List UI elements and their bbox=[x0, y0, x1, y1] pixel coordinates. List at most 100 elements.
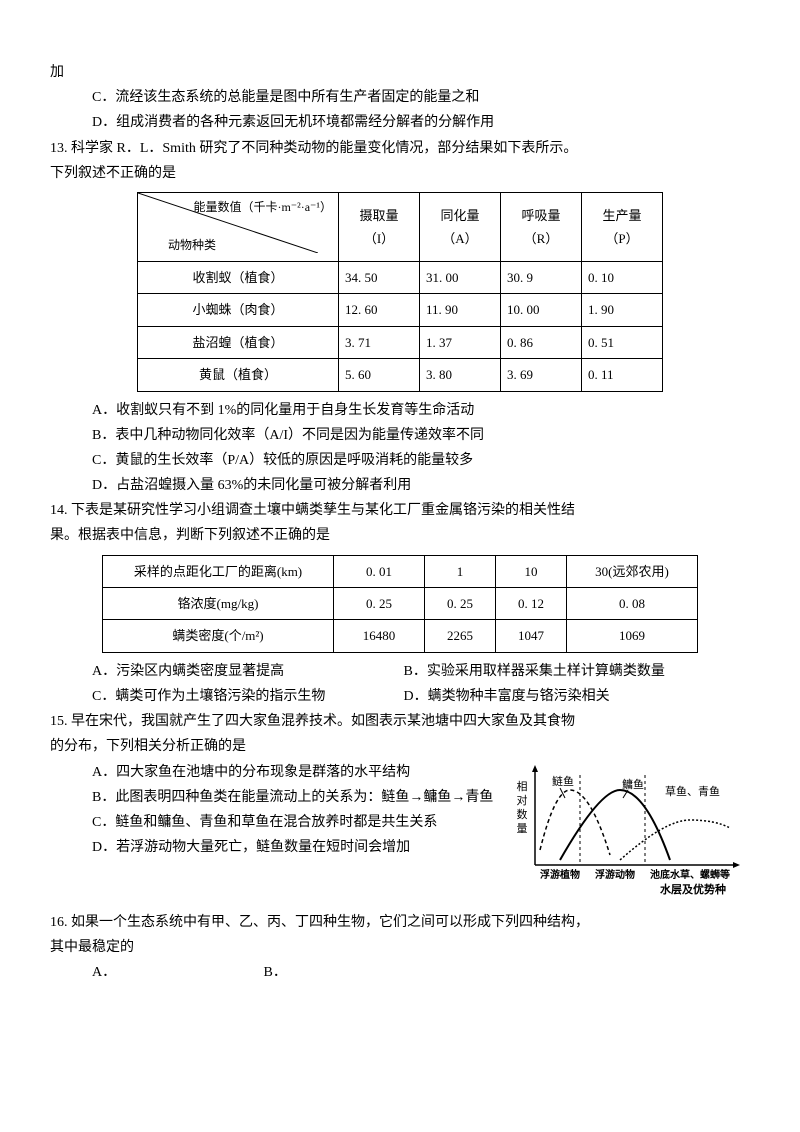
q15-stem-line2: 的分布，下列相关分析正确的是 bbox=[50, 734, 750, 759]
cell: 1. 37 bbox=[420, 326, 501, 358]
table-row: 盐沼蝗（植食） 3. 71 1. 37 0. 86 0. 51 bbox=[138, 326, 663, 358]
q13-col-2: 呼吸量 （R） bbox=[501, 192, 582, 261]
q13-option-c: C．黄鼠的生长效率（P/A）较低的原因是呼吸消耗的能量较多 bbox=[50, 448, 750, 473]
q15-chart: 相 对 数 量 鲢鱼 鳙鱼 草鱼、青鱼 浮游植物 浮游动物 池底水草、螺蛳等 水… bbox=[510, 760, 750, 910]
q14-stem-line2: 果。根据表中信息，判断下列叙述不正确的是 bbox=[50, 523, 750, 548]
table-row: 采样的点距化工厂的距离(km) 0. 01 1 10 30(远郊农用) bbox=[103, 555, 698, 587]
table-row: 铬浓度(mg/kg) 0. 25 0. 25 0. 12 0. 08 bbox=[103, 588, 698, 620]
q13-number: 13. bbox=[50, 141, 68, 156]
table-row: 黄鼠（植食） 5. 60 3. 80 3. 69 0. 11 bbox=[138, 359, 663, 391]
q13-col-0: 摄取量 （I） bbox=[339, 192, 420, 261]
table-row: 能量数值（千卡·m⁻²·a⁻¹） 动物种类 摄取量 （I） 同化量 （A） 呼吸… bbox=[138, 192, 663, 261]
q13-col-3: 生产量 （P） bbox=[582, 192, 663, 261]
q12-option-d: D．组成消费者的各种元素返回无机环境都需经分解者的分解作用 bbox=[50, 110, 750, 135]
col-h1: 摄取量 bbox=[349, 204, 409, 227]
q13-stem-line1: 13. 科学家 R．L．Smith 研究了不同种类动物的能量变化情况，部分结果如… bbox=[50, 136, 750, 161]
cell: 10. 00 bbox=[501, 294, 582, 326]
cell: 5. 60 bbox=[339, 359, 420, 391]
cell: 30(远郊农用) bbox=[567, 555, 698, 587]
svg-text:池底水草、螺蛳等: 池底水草、螺蛳等 bbox=[650, 868, 730, 881]
q13-stem1: 科学家 R．L．Smith 研究了不同种类动物的能量变化情况，部分结果如下表所示… bbox=[71, 141, 577, 156]
svg-text:数: 数 bbox=[517, 808, 528, 821]
q16-stem-line1: 16. 如果一个生态系统中有甲、乙、丙、丁四种生物，它们之间可以形成下列四种结构… bbox=[50, 910, 750, 935]
cell: 31. 00 bbox=[420, 261, 501, 293]
q13-option-d: D．占盐沼蝗摄入量 63%的未同化量可被分解者利用 bbox=[50, 473, 750, 498]
q14-options-row1: A．污染区内螨类密度显著提高 B．实验采用取样器采集土样计算螨类数量 bbox=[50, 659, 750, 684]
q15-stem1: 早在宋代，我国就产生了四大家鱼混养技术。如图表示某池塘中四大家鱼及其食物 bbox=[71, 714, 575, 729]
col-h2: （I） bbox=[349, 227, 409, 250]
col-h2: （A） bbox=[430, 227, 490, 250]
preamble-text: 加 bbox=[50, 60, 750, 85]
svg-text:相: 相 bbox=[517, 780, 528, 793]
q16-option-a: A． bbox=[92, 960, 232, 985]
cell: 0. 12 bbox=[496, 588, 567, 620]
svg-text:量: 量 bbox=[517, 822, 528, 835]
col-h2: （P） bbox=[592, 227, 652, 250]
cell: 16480 bbox=[334, 620, 425, 652]
q13-stem-line2: 下列叙述不正确的是 bbox=[50, 161, 750, 186]
row-name: 黄鼠（植食） bbox=[138, 359, 339, 391]
table-row: 小蜘蛛（肉食） 12. 60 11. 90 10. 00 1. 90 bbox=[138, 294, 663, 326]
row-name: 小蜘蛛（肉食） bbox=[138, 294, 339, 326]
q15-option-c: C．鲢鱼和鳙鱼、青鱼和草鱼在混合放养时都是共生关系 bbox=[50, 810, 500, 835]
q12-option-c: C．流经该生态系统的总能量是图中所有生产者固定的能量之和 bbox=[50, 85, 750, 110]
q14-number: 14. bbox=[50, 503, 68, 518]
cell: 12. 60 bbox=[339, 294, 420, 326]
cell: 11. 90 bbox=[420, 294, 501, 326]
q15-option-b: B．此图表明四种鱼类在能量流动上的关系为：鲢鱼→鳙鱼→青鱼 bbox=[50, 785, 500, 810]
row-label: 采样的点距化工厂的距离(km) bbox=[103, 555, 334, 587]
q13-header-top: 能量数值（千卡·m⁻²·a⁻¹） bbox=[193, 197, 332, 219]
q16-number: 16. bbox=[50, 915, 68, 930]
q13-header-diagonal-cell: 能量数值（千卡·m⁻²·a⁻¹） 动物种类 bbox=[138, 192, 339, 261]
q14-table: 采样的点距化工厂的距离(km) 0. 01 1 10 30(远郊农用) 铬浓度(… bbox=[102, 555, 698, 653]
cell: 0. 25 bbox=[425, 588, 496, 620]
cell: 0. 01 bbox=[334, 555, 425, 587]
q15-stem-line1: 15. 早在宋代，我国就产生了四大家鱼混养技术。如图表示某池塘中四大家鱼及其食物 bbox=[50, 709, 750, 734]
cell: 2265 bbox=[425, 620, 496, 652]
cell: 3. 80 bbox=[420, 359, 501, 391]
svg-text:鳙鱼: 鳙鱼 bbox=[622, 777, 644, 791]
cell: 1. 90 bbox=[582, 294, 663, 326]
cell: 0. 86 bbox=[501, 326, 582, 358]
svg-text:水层及优势种: 水层及优势种 bbox=[660, 882, 726, 896]
col-h1: 呼吸量 bbox=[511, 204, 571, 227]
q14-stem1: 下表是某研究性学习小组调查土壤中螨类孳生与某化工厂重金属铬污染的相关性结 bbox=[71, 503, 575, 518]
q13-option-a: A．收割蚁只有不到 1%的同化量用于自身生长发育等生命活动 bbox=[50, 398, 750, 423]
q14-options-row2: C．螨类可作为土壤铬污染的指示生物 D．螨类物种丰富度与铬污染相关 bbox=[50, 684, 750, 709]
q15-options-block: A．四大家鱼在池塘中的分布现象是群落的水平结构 B．此图表明四种鱼类在能量流动上… bbox=[50, 760, 500, 861]
q15-option-d: D．若浮游动物大量死亡，鲢鱼数量在短时间会增加 bbox=[50, 835, 500, 860]
q16-option-b: B． bbox=[264, 960, 287, 985]
q14-option-b: B．实验采用取样器采集土样计算螨类数量 bbox=[404, 659, 665, 684]
q13-option-b: B．表中几种动物同化效率（A/I）不同是因为能量传递效率不同 bbox=[50, 423, 750, 448]
svg-text:鲢鱼: 鲢鱼 bbox=[552, 774, 574, 788]
row-name: 盐沼蝗（植食） bbox=[138, 326, 339, 358]
svg-text:对: 对 bbox=[517, 793, 528, 807]
cell: 3. 69 bbox=[501, 359, 582, 391]
q16-stem1: 如果一个生态系统中有甲、乙、丙、丁四种生物，它们之间可以形成下列四种结构， bbox=[71, 915, 589, 930]
svg-text:草鱼、青鱼: 草鱼、青鱼 bbox=[665, 784, 720, 798]
cell: 0. 51 bbox=[582, 326, 663, 358]
table-row: 收割蚁（植食） 34. 50 31. 00 30. 9 0. 10 bbox=[138, 261, 663, 293]
q14-option-a: A．污染区内螨类密度显著提高 bbox=[92, 659, 372, 684]
svg-text:浮游植物: 浮游植物 bbox=[540, 868, 580, 881]
q14-option-d: D．螨类物种丰富度与铬污染相关 bbox=[404, 684, 610, 709]
cell: 30. 9 bbox=[501, 261, 582, 293]
cell: 1 bbox=[425, 555, 496, 587]
cell: 3. 71 bbox=[339, 326, 420, 358]
q14-stem-line1: 14. 下表是某研究性学习小组调查土壤中螨类孳生与某化工厂重金属铬污染的相关性结 bbox=[50, 498, 750, 523]
cell: 0. 08 bbox=[567, 588, 698, 620]
cell: 0. 11 bbox=[582, 359, 663, 391]
q15-option-a: A．四大家鱼在池塘中的分布现象是群落的水平结构 bbox=[50, 760, 500, 785]
q13-col-1: 同化量 （A） bbox=[420, 192, 501, 261]
row-label: 螨类密度(个/m²) bbox=[103, 620, 334, 652]
col-h1: 同化量 bbox=[430, 204, 490, 227]
table-row: 螨类密度(个/m²) 16480 2265 1047 1069 bbox=[103, 620, 698, 652]
row-name: 收割蚁（植食） bbox=[138, 261, 339, 293]
cell: 10 bbox=[496, 555, 567, 587]
cell: 0. 25 bbox=[334, 588, 425, 620]
svg-text:浮游动物: 浮游动物 bbox=[595, 868, 635, 881]
q15-number: 15. bbox=[50, 714, 68, 729]
q16-stem-line2: 其中最稳定的 bbox=[50, 935, 750, 960]
row-label: 铬浓度(mg/kg) bbox=[103, 588, 334, 620]
q13-table: 能量数值（千卡·m⁻²·a⁻¹） 动物种类 摄取量 （I） 同化量 （A） 呼吸… bbox=[137, 192, 663, 392]
